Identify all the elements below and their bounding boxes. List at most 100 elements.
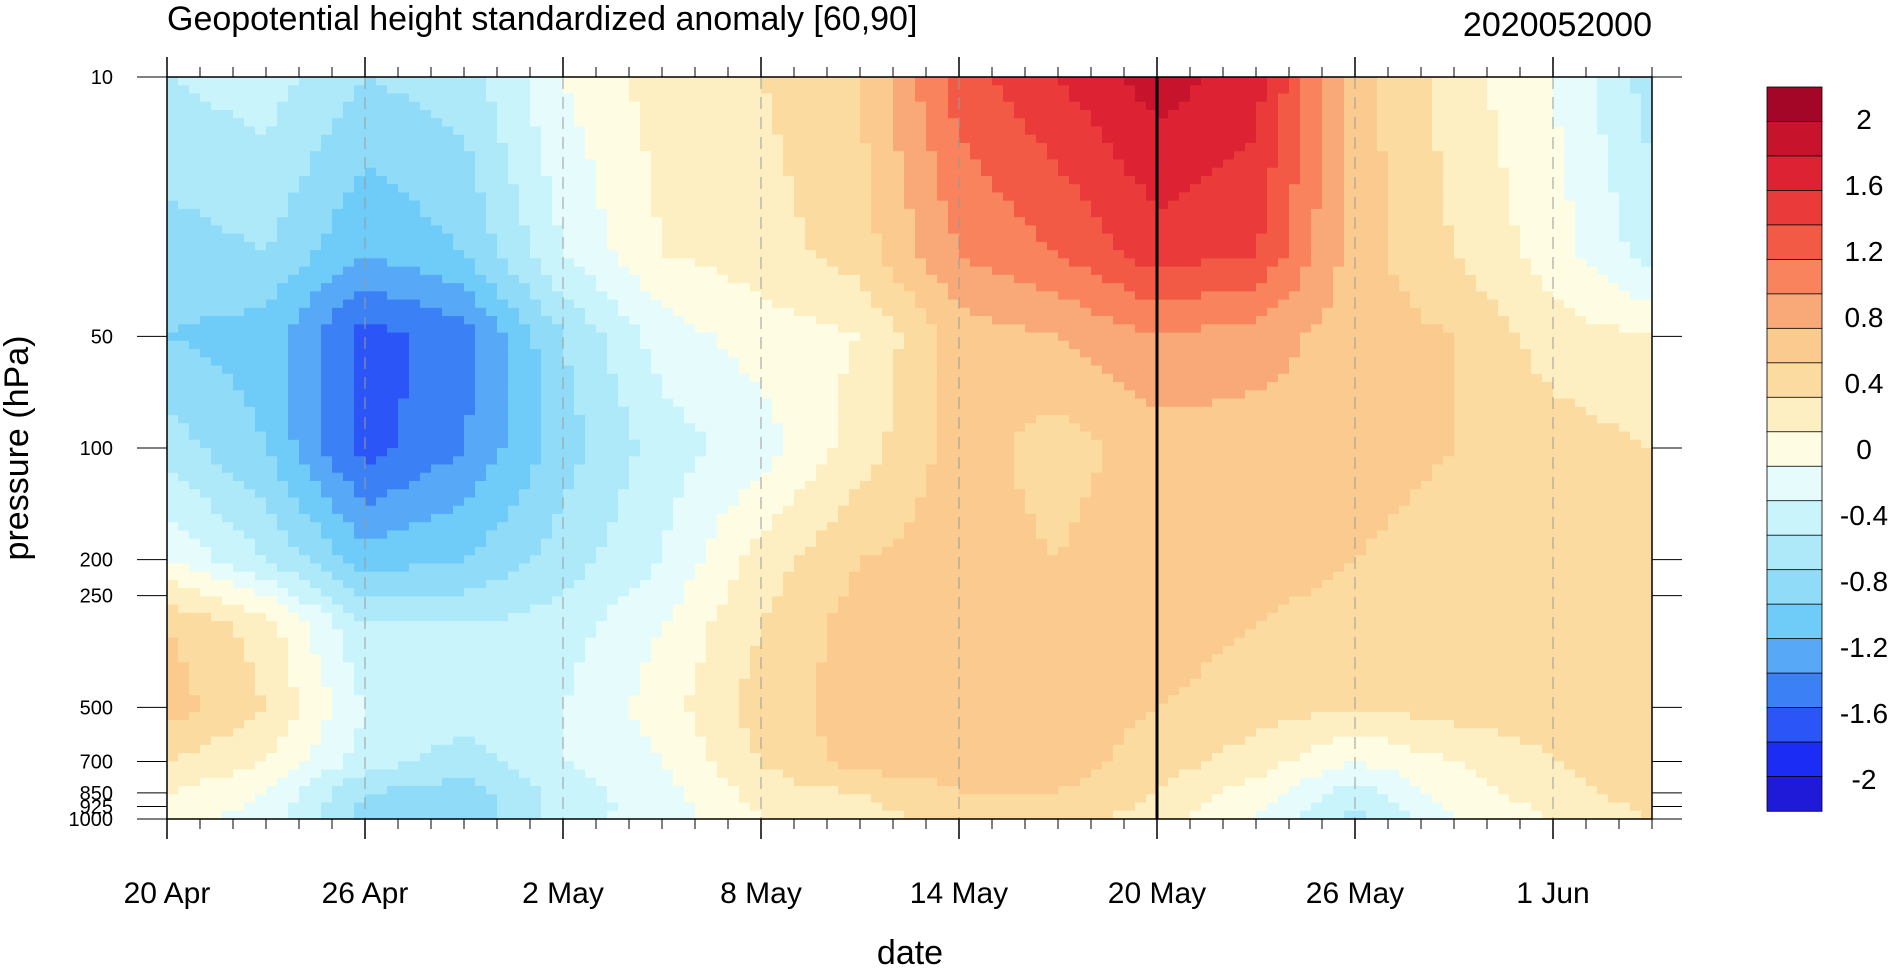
contour-cell — [442, 77, 454, 86]
contour-cell — [519, 168, 531, 177]
contour-cell — [1212, 93, 1224, 102]
contour-cell — [651, 275, 663, 284]
contour-cell — [871, 118, 883, 127]
contour-cell — [860, 110, 872, 119]
contour-cell — [178, 93, 190, 102]
contour-cell — [574, 291, 586, 300]
contour-cell — [1080, 250, 1092, 259]
contour-cell — [431, 234, 443, 243]
contour-cell — [640, 242, 652, 251]
contour-cell — [618, 102, 630, 111]
contour-cell — [1025, 267, 1037, 276]
contour-cell — [1608, 93, 1620, 102]
contour-cell — [541, 102, 553, 111]
contour-cell — [750, 267, 762, 276]
contour-cell — [717, 77, 729, 86]
contour-cell — [860, 184, 872, 193]
contour-cell — [409, 366, 421, 375]
contour-cell — [750, 85, 762, 94]
contour-cell — [343, 77, 355, 86]
contour-cell — [1443, 225, 1455, 234]
contour-cell — [1047, 349, 1059, 358]
contour-cell — [937, 283, 949, 292]
contour-cell — [1311, 217, 1323, 226]
contour-cell — [1157, 93, 1169, 102]
contour-cell — [1630, 374, 1642, 383]
contour-cell — [343, 258, 355, 267]
contour-cell — [1410, 225, 1422, 234]
contour-cell — [519, 217, 531, 226]
contour-cell — [1234, 176, 1246, 185]
contour-cell — [1069, 168, 1081, 177]
contour-cell — [409, 234, 421, 243]
contour-cell — [420, 168, 432, 177]
contour-cell — [992, 217, 1004, 226]
contour-cell — [1201, 341, 1213, 350]
contour-cell — [827, 291, 839, 300]
contour-cell — [1300, 374, 1312, 383]
contour-cell — [409, 316, 421, 325]
contour-cell — [1432, 242, 1444, 251]
contour-cell — [222, 110, 234, 119]
contour-cell — [662, 324, 674, 333]
contour-cell — [1476, 357, 1488, 366]
contour-cell — [1091, 250, 1103, 259]
contour-cell — [1542, 217, 1554, 226]
contour-cell — [1003, 77, 1015, 86]
contour-cell — [1091, 267, 1103, 276]
contour-cell — [1388, 316, 1400, 325]
contour-cell — [288, 267, 300, 276]
contour-cell — [816, 316, 828, 325]
contour-cell — [838, 159, 850, 168]
contour-cell — [1058, 192, 1070, 201]
contour-cell — [398, 184, 410, 193]
contour-cell — [706, 201, 718, 210]
contour-cell — [662, 234, 674, 243]
contour-cell — [563, 176, 575, 185]
contour-cell — [453, 341, 465, 350]
contour-cell — [893, 333, 905, 342]
contour-cell — [871, 283, 883, 292]
contour-cell — [904, 242, 916, 251]
contour-cell — [244, 291, 256, 300]
contour-cell — [1443, 176, 1455, 185]
contour-cell — [937, 258, 949, 267]
contour-cell — [321, 77, 333, 86]
contour-cell — [992, 110, 1004, 119]
contour-cell — [574, 151, 586, 160]
contour-cell — [1080, 242, 1092, 251]
contour-cell — [618, 201, 630, 210]
contour-cell — [1399, 209, 1411, 218]
contour-cell — [629, 192, 641, 201]
contour-cell — [1355, 110, 1367, 119]
contour-cell — [1025, 77, 1037, 86]
contour-cell — [1399, 341, 1411, 350]
contour-cell — [1553, 366, 1565, 375]
contour-cell — [651, 209, 663, 218]
contour-cell — [244, 258, 256, 267]
contour-cell — [1487, 85, 1499, 94]
contour-cell — [1355, 176, 1367, 185]
contour-cell — [629, 324, 641, 333]
contour-cell — [794, 242, 806, 251]
contour-cell — [1553, 349, 1565, 358]
contour-cell — [541, 267, 553, 276]
contour-cell — [431, 242, 443, 251]
contour-cell — [695, 316, 707, 325]
contour-cell — [1553, 118, 1565, 127]
contour-cell — [1322, 250, 1334, 259]
contour-cell — [1641, 102, 1653, 111]
contour-cell — [816, 77, 828, 86]
contour-cell — [1003, 93, 1015, 102]
contour-cell — [1003, 126, 1015, 135]
contour-cell — [1432, 77, 1444, 86]
contour-cell — [376, 357, 388, 366]
contour-cell — [684, 201, 696, 210]
contour-cell — [1465, 159, 1477, 168]
contour-cell — [464, 267, 476, 276]
contour-cell — [640, 349, 652, 358]
contour-cell — [288, 333, 300, 342]
contour-cell — [926, 283, 938, 292]
contour-cell — [1091, 151, 1103, 160]
contour-cell — [1377, 308, 1389, 317]
